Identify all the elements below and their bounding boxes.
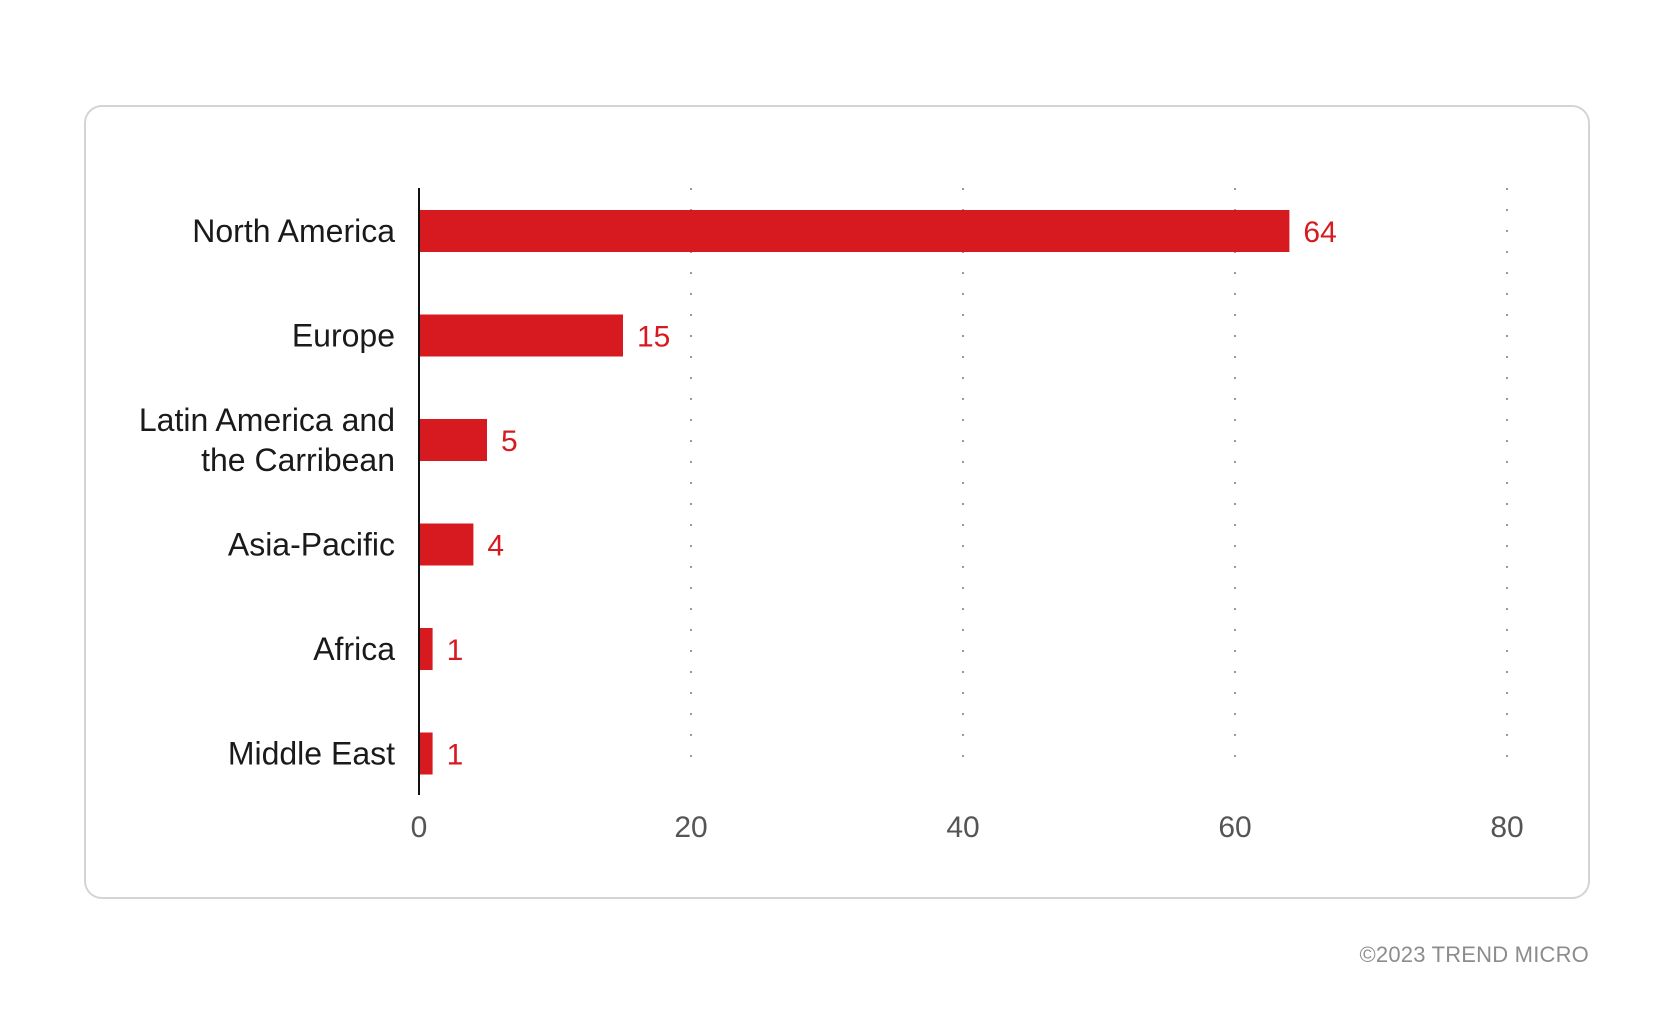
- category-label: Africa: [313, 631, 395, 667]
- category-label: Europe: [292, 318, 395, 354]
- category-label: Asia-Pacific: [228, 527, 395, 563]
- value-label: 5: [501, 425, 518, 458]
- category-label: Middle East: [228, 736, 395, 772]
- value-label: 1: [447, 739, 464, 772]
- value-label: 64: [1303, 216, 1336, 249]
- value-label: 4: [487, 530, 504, 563]
- category-label: Latin America and the Carribean: [139, 402, 395, 478]
- bar: [419, 314, 623, 357]
- bar: [419, 523, 474, 566]
- x-tick-label: 80: [1490, 811, 1523, 844]
- bar: [419, 419, 487, 461]
- x-tick-label: 20: [674, 811, 707, 844]
- bar: [419, 210, 1290, 252]
- category-labels: North America Europe Latin America and the …: [139, 213, 395, 772]
- bar: [419, 732, 433, 775]
- x-tick-label: 0: [411, 811, 428, 844]
- value-label: 1: [447, 634, 464, 667]
- x-tick-label: 60: [1218, 811, 1251, 844]
- grid-lines: [690, 188, 1508, 775]
- x-tick-label: 40: [946, 811, 979, 844]
- x-axis-ticks: 0 20 40 60 80: [411, 811, 1524, 844]
- copyright-text: ©2023 TREND MICRO: [1359, 942, 1589, 967]
- category-label: North America: [192, 213, 395, 249]
- value-label: 15: [637, 321, 670, 354]
- bar: [419, 628, 433, 670]
- bars: [419, 210, 1290, 775]
- value-labels: 64 15 5 4 1 1: [447, 216, 1337, 772]
